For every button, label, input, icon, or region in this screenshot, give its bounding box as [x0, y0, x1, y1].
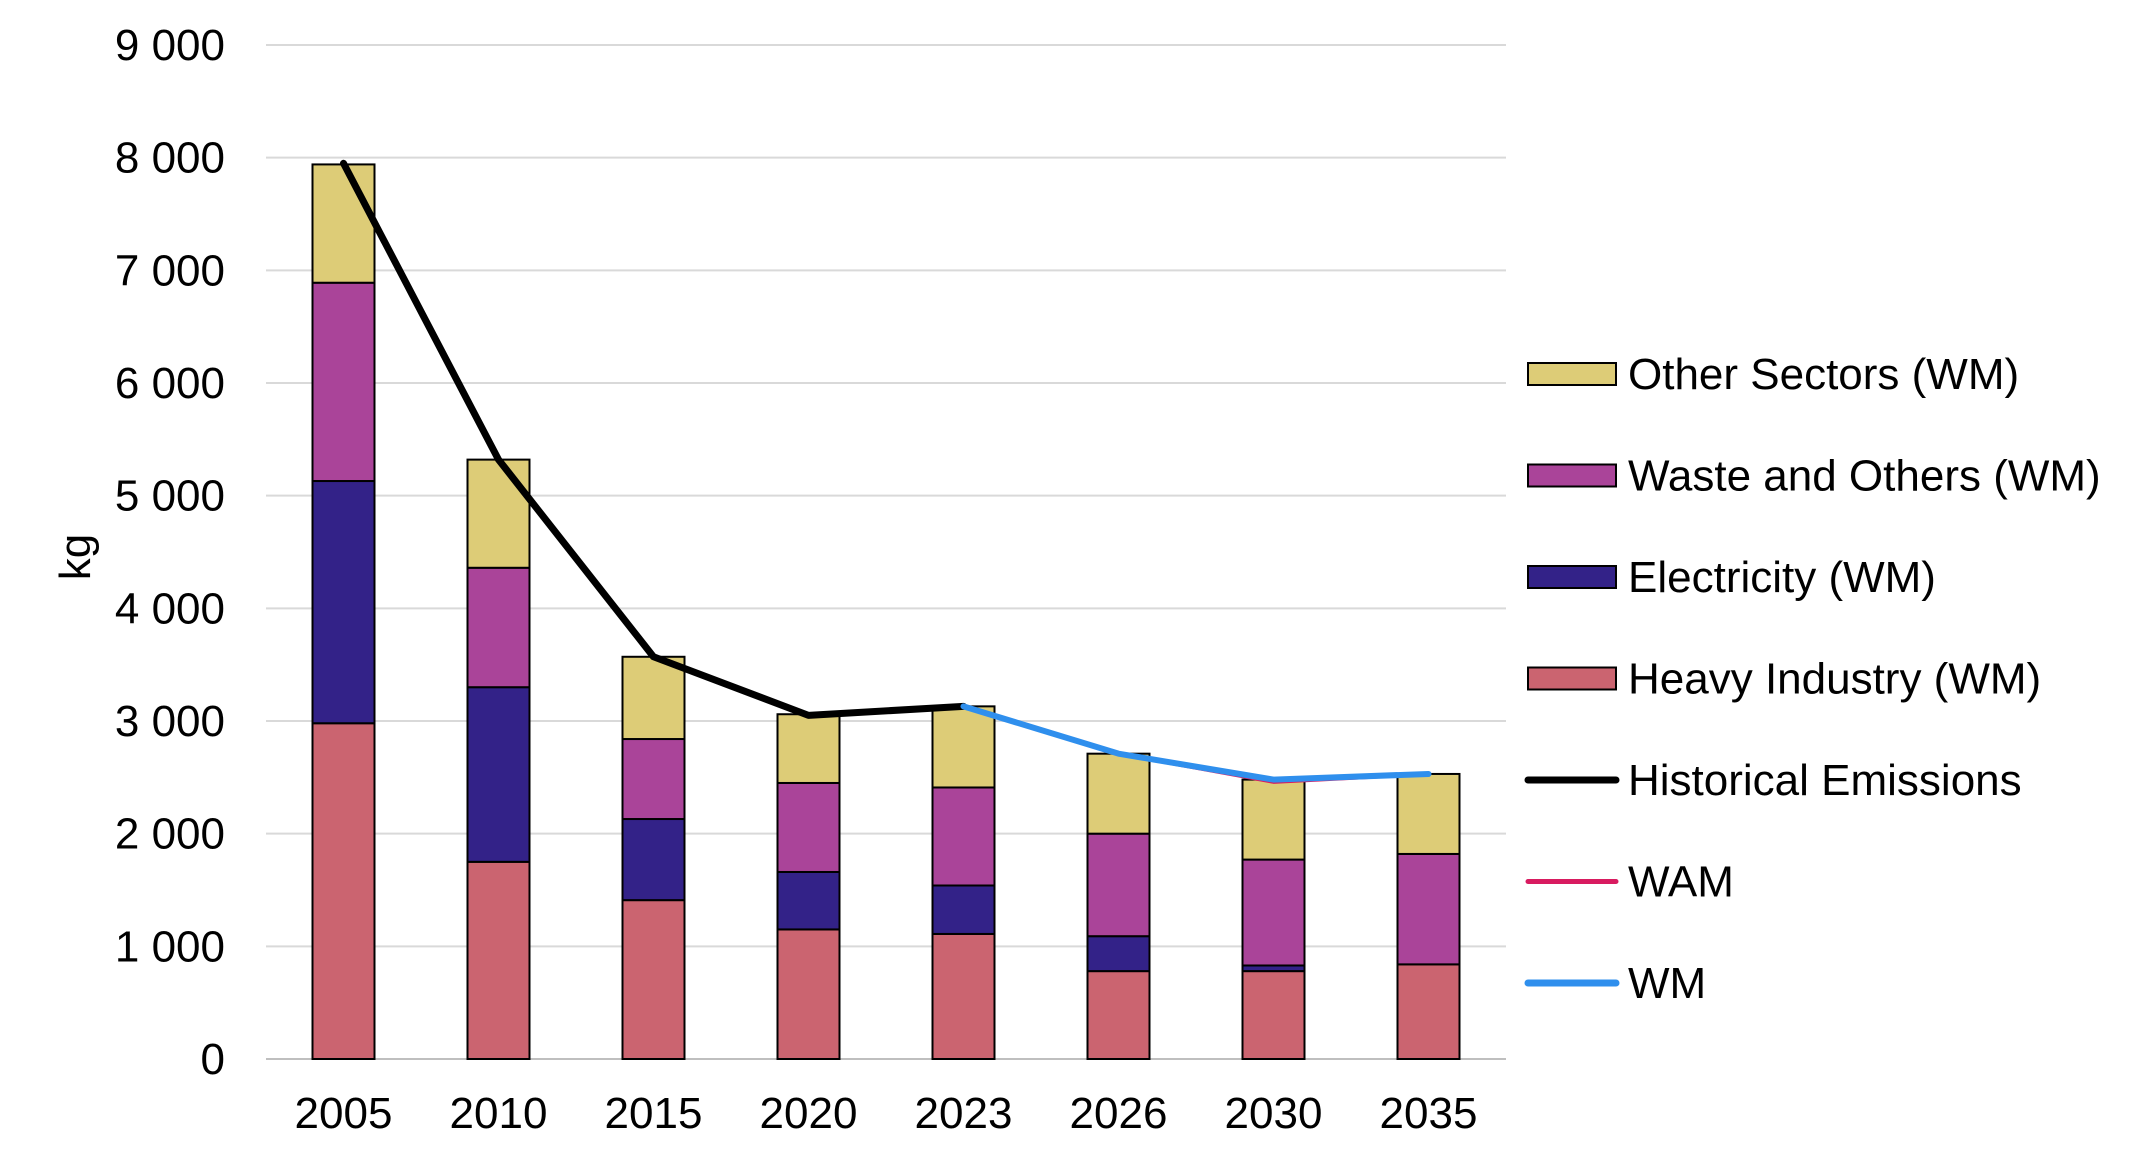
bar-2005-electricity-wm	[311, 480, 376, 725]
bar-2005-waste-and-others-wm	[311, 281, 376, 483]
bar-2023-electricity-wm	[931, 884, 996, 935]
bar-2005-heavy-industry-wm	[311, 722, 376, 1061]
bar-2020-electricity-wm	[776, 870, 841, 931]
bar-2030-heavy-industry-wm	[1241, 970, 1306, 1060]
legend-label-electricity-wm: Electricity (WM)	[1628, 553, 1936, 602]
bar-2035-other-sectors-wm	[1396, 772, 1461, 855]
bar-2015-other-sectors-wm	[621, 655, 686, 741]
line-wm	[960, 703, 1432, 783]
bar-2035-waste-and-others-wm	[1396, 852, 1461, 966]
y-axis: 0 1 000 2 000 3 000 4 000 5 000 6 000 7 000 8 00…	[115, 21, 225, 1084]
y-tick-label: 0	[201, 1035, 225, 1084]
y-tick-label: 9 000	[115, 21, 225, 70]
legend-label-wam: WAM	[1628, 858, 1734, 907]
series-lines	[340, 159, 1432, 784]
x-axis: 2005 2010 2015 2020 2023 2026 2030 2035	[295, 1089, 1478, 1138]
legend-label-heavy-industry-wm: Heavy Industry (WM)	[1628, 655, 2041, 704]
legend-swatch-other-sectors-wm	[1527, 362, 1617, 386]
legend-label-waste-and-others-wm: Waste and Others (WM)	[1628, 452, 2101, 501]
bar-2023-waste-and-others-wm	[931, 786, 996, 887]
bar-2026-heavy-industry-wm	[1086, 970, 1151, 1060]
y-tick-label: 4 000	[115, 584, 225, 633]
bar-2030-other-sectors-wm	[1241, 778, 1306, 861]
legend-label-wm: WM	[1628, 959, 1706, 1008]
y-tick-label: 8 000	[115, 134, 225, 183]
bar-2020-other-sectors-wm	[776, 713, 841, 784]
bar-2015-waste-and-others-wm	[621, 738, 686, 821]
legend-swatch-heavy-industry-wm	[1527, 666, 1617, 691]
y-tick-label: 1 000	[115, 922, 225, 971]
x-tick-label: 2026	[1070, 1089, 1168, 1138]
line-historical-emissions	[340, 159, 967, 719]
x-tick-label: 2020	[760, 1089, 858, 1138]
bar-2020-heavy-industry-wm	[776, 928, 841, 1061]
bar-2026-waste-and-others-wm	[1086, 832, 1151, 938]
bar-2015-heavy-industry-wm	[621, 899, 686, 1061]
bar-2010-heavy-industry-wm	[466, 860, 531, 1060]
bar-2010-electricity-wm	[466, 686, 531, 863]
bar-2023-other-sectors-wm	[931, 705, 996, 789]
bar-2010-waste-and-others-wm	[466, 566, 531, 689]
bar-2010-other-sectors-wm	[466, 458, 531, 569]
y-tick-label: 5 000	[115, 472, 225, 521]
bars	[311, 163, 1461, 1061]
bar-2020-waste-and-others-wm	[776, 781, 841, 873]
x-tick-label: 2023	[915, 1089, 1013, 1138]
legend-swatch-electricity-wm	[1527, 565, 1617, 589]
x-tick-label: 2035	[1380, 1089, 1478, 1138]
bar-2015-electricity-wm	[621, 818, 686, 902]
x-tick-label: 2030	[1225, 1089, 1323, 1138]
bar-2035-heavy-industry-wm	[1396, 963, 1461, 1060]
legend-label-other-sectors-wm: Other Sectors (WM)	[1628, 350, 2019, 399]
bar-2026-electricity-wm	[1086, 935, 1151, 973]
y-tick-label: 2 000	[115, 810, 225, 859]
y-tick-label: 6 000	[115, 359, 225, 408]
bar-2023-heavy-industry-wm	[931, 932, 996, 1060]
x-tick-label: 2005	[295, 1089, 393, 1138]
y-axis-label: kg	[51, 534, 100, 580]
legend-swatch-waste-and-others-wm	[1527, 463, 1617, 488]
bar-2005-other-sectors-wm	[311, 163, 376, 284]
y-tick-label: 7 000	[115, 246, 225, 295]
x-tick-label: 2015	[605, 1089, 703, 1138]
legend-label-historical-emissions: Historical Emissions	[1628, 756, 2022, 805]
y-tick-label: 3 000	[115, 697, 225, 746]
legend: Other Sectors (WM) Waste and Others (WM) E…	[1524, 350, 2101, 1008]
bar-2030-waste-and-others-wm	[1241, 858, 1306, 967]
x-tick-label: 2010	[450, 1089, 548, 1138]
line-wam	[961, 704, 1431, 784]
bar-2026-other-sectors-wm	[1086, 752, 1151, 835]
grid-lines	[266, 44, 1506, 1060]
